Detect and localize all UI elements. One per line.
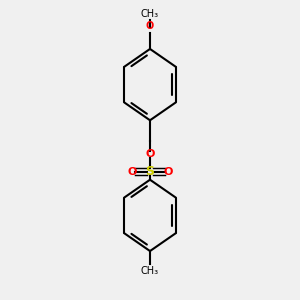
Text: S: S — [146, 165, 154, 178]
Text: O: O — [163, 167, 172, 177]
Text: O: O — [128, 167, 137, 177]
Text: CH₃: CH₃ — [141, 266, 159, 276]
Text: O: O — [145, 149, 155, 160]
Text: CH₃: CH₃ — [141, 9, 159, 19]
Text: O: O — [146, 21, 154, 31]
